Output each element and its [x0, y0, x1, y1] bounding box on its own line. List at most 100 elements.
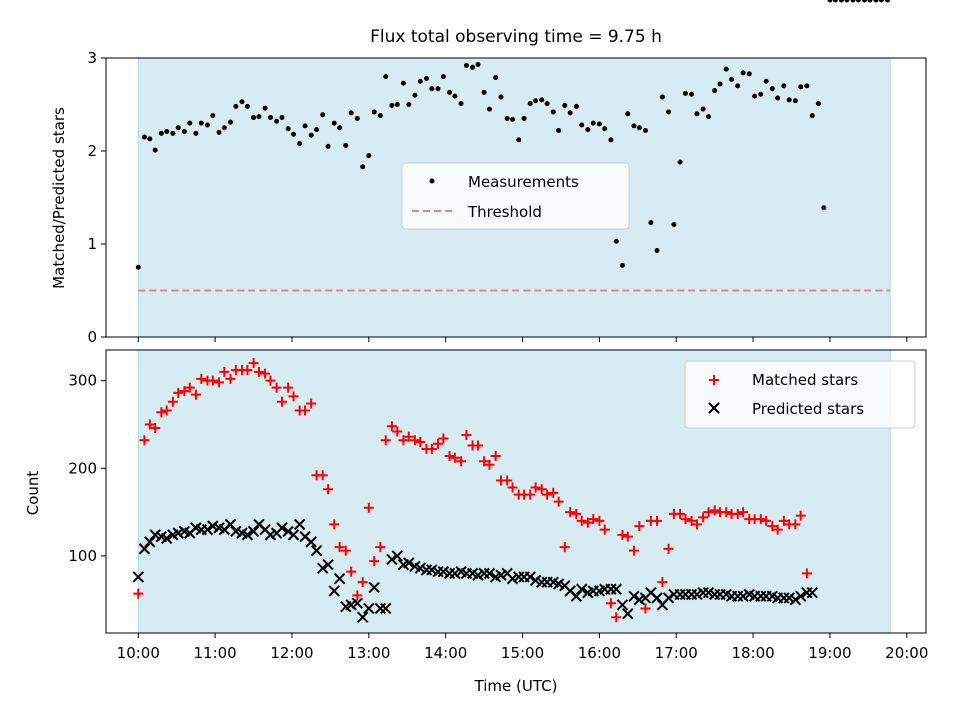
measurement-point [475, 62, 481, 68]
x-tick-label: 11:00 [194, 644, 237, 662]
x-tick-label: 16:00 [578, 644, 621, 662]
matched-star-point [357, 577, 368, 588]
predicted-star-point [368, 581, 380, 594]
measurement-point [181, 128, 187, 134]
measurement-point [325, 143, 331, 149]
matched-star-point [179, 386, 190, 397]
measurement-point [158, 130, 164, 136]
measurement-point [625, 111, 631, 117]
x-tick-label: 13:00 [347, 644, 390, 662]
predicted-star-point [317, 562, 329, 574]
matched-star-point [703, 507, 714, 518]
predicted-star-point [224, 518, 237, 531]
matched-star-point [721, 507, 732, 518]
predicted-star-point [616, 599, 629, 611]
measurement-point [227, 119, 233, 125]
matched-star-point [461, 429, 472, 440]
measurement-point [198, 120, 204, 126]
legend-measurements-marker [429, 178, 435, 184]
matched-star-point [403, 431, 414, 442]
measurement-point [221, 125, 227, 131]
measurement-point [291, 131, 297, 137]
matched-star-point [530, 482, 541, 493]
measurement-point [204, 122, 210, 128]
matched-star-point [352, 590, 363, 601]
ratio-legend-box [401, 162, 630, 230]
predicted-stars-points [133, 518, 818, 623]
measurement-point [400, 80, 406, 86]
matched-star-point [346, 566, 357, 577]
measurement-point [239, 99, 245, 105]
matched-star-point [213, 377, 224, 388]
ratio-panel-frame [105, 57, 927, 338]
matched-star-point [640, 603, 651, 614]
matched-star-point [795, 510, 806, 521]
predicted-star-point [287, 529, 300, 541]
measurement-point [377, 113, 383, 119]
matched-star-point [156, 407, 167, 418]
predicted-star-point [651, 592, 663, 604]
measurement-point [187, 120, 193, 126]
matched-star-point [265, 375, 276, 386]
matched-star-point [306, 398, 317, 409]
measurement-point [244, 103, 250, 109]
x-tick-label: 17:00 [655, 644, 698, 662]
measurement-point [141, 134, 147, 140]
measurement-point [752, 93, 758, 99]
matched-star-point [565, 507, 576, 518]
measurement-point [251, 115, 257, 121]
matched-star-point [438, 433, 449, 444]
measurement-point [429, 86, 435, 92]
predicted-star-point [380, 602, 392, 615]
predicted-star-point [795, 590, 807, 602]
legend-predicted-label: Predicted stars [752, 400, 864, 418]
predicted-star-point [386, 553, 398, 566]
matched-star-point [490, 451, 501, 462]
matched-star-point [675, 508, 686, 519]
ratio-legend: Measurements Threshold [401, 162, 630, 230]
measurement-point [654, 248, 660, 254]
measurement-point [539, 97, 545, 103]
measurement-point [573, 103, 579, 109]
matched-star-point [652, 515, 663, 526]
matched-star-point [761, 515, 772, 526]
matched-star-point [363, 502, 374, 513]
matched-star-point [588, 514, 599, 525]
measurement-point [233, 103, 239, 109]
measurement-point [412, 92, 418, 98]
ratio-panel: 0 1 2 3 Matched/Predicted stars Measurement… [50, 0, 927, 346]
predicted-star-point [282, 525, 294, 538]
measurement-point [746, 71, 752, 77]
predicted-star-point [403, 557, 415, 569]
x-axis-label: Time (UTC) [474, 677, 558, 695]
measurement-point [706, 114, 712, 120]
measurement-point [210, 113, 216, 119]
predicted-star-point [333, 572, 346, 585]
chart-title: Flux total observing time = 9.75 h [370, 27, 662, 47]
matched-star-point [548, 487, 559, 498]
predicted-star-point [570, 590, 583, 602]
matched-star-point [582, 517, 593, 528]
matched-star-point [426, 444, 437, 455]
measurement-point [838, 0, 844, 3]
measurement-point [216, 129, 222, 135]
legend-matched-marker [709, 375, 719, 385]
matched-star-point [686, 515, 697, 526]
measurement-point [613, 238, 619, 244]
matched-star-point [207, 375, 218, 386]
measurement-point [596, 121, 602, 127]
measurement-point [648, 220, 654, 226]
measurement-point [855, 0, 861, 3]
measurement-point [470, 64, 476, 70]
matched-star-point [594, 515, 605, 526]
ratio-x-axis-ticks [137, 337, 908, 342]
measurement-point [631, 123, 637, 129]
measurement-point [642, 128, 648, 134]
measurement-point [809, 113, 815, 119]
matched-star-point [283, 382, 294, 393]
matched-star-point [173, 387, 184, 398]
measurement-point [308, 132, 314, 138]
ratio-y-axis-ticks: 0 1 2 3 [87, 49, 106, 346]
measurement-point [406, 102, 412, 107]
